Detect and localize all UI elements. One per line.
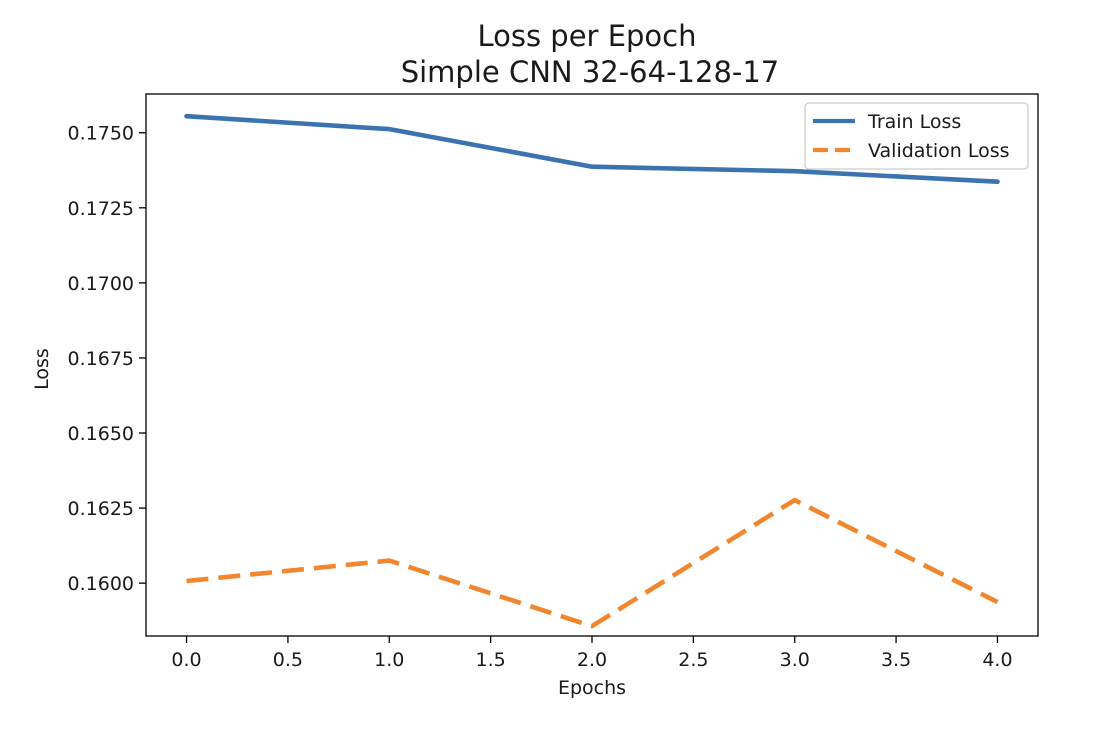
y-tick-label: 0.1650: [68, 423, 134, 445]
y-tick-label: 0.1600: [68, 573, 134, 595]
y-tick-label: 0.1725: [68, 198, 134, 220]
x-tick-label: 1.5: [476, 649, 506, 671]
x-tick-label: 2.5: [678, 649, 708, 671]
plot-area: [184, 113, 1000, 629]
x-tick-label: 0.5: [273, 649, 303, 671]
y-tick-label: 0.1675: [68, 348, 134, 370]
series-line-train-loss: [184, 113, 1000, 184]
legend: Train Loss Validation Loss: [804, 102, 1029, 170]
x-tick-label: 0.0: [171, 649, 201, 671]
chart-title: Loss per Epoch: [477, 19, 696, 53]
legend-label-validation-loss: Validation Loss: [868, 140, 1010, 162]
y-axis-label: Loss: [31, 348, 53, 390]
y-tick-label: 0.1750: [68, 123, 134, 145]
x-tick-label: 2.0: [577, 649, 607, 671]
x-tick-label: 4.0: [982, 649, 1012, 671]
y-axis-ticks: 0.1600 0.1625 0.1650 0.1675 0.1700 0.1725 0.17…: [68, 123, 146, 595]
legend-box: [804, 102, 1029, 170]
series-line-validation-loss: [186, 497, 999, 629]
x-tick-label: 1.0: [374, 649, 404, 671]
legend-label-train-loss: Train Loss: [867, 111, 961, 133]
y-tick-label: 0.1700: [68, 273, 134, 295]
chart-subtitle: Simple CNN 32-64-128-17: [401, 55, 780, 89]
y-tick-label: 0.1625: [68, 498, 134, 520]
x-tick-label: 3.5: [881, 649, 911, 671]
x-tick-label: 3.0: [780, 649, 810, 671]
x-axis-ticks: 0.0 0.5 1.0 1.5 2.0 2.5 3.0 3.5 4.0: [171, 636, 1013, 671]
x-axis-label: Epochs: [558, 677, 626, 699]
